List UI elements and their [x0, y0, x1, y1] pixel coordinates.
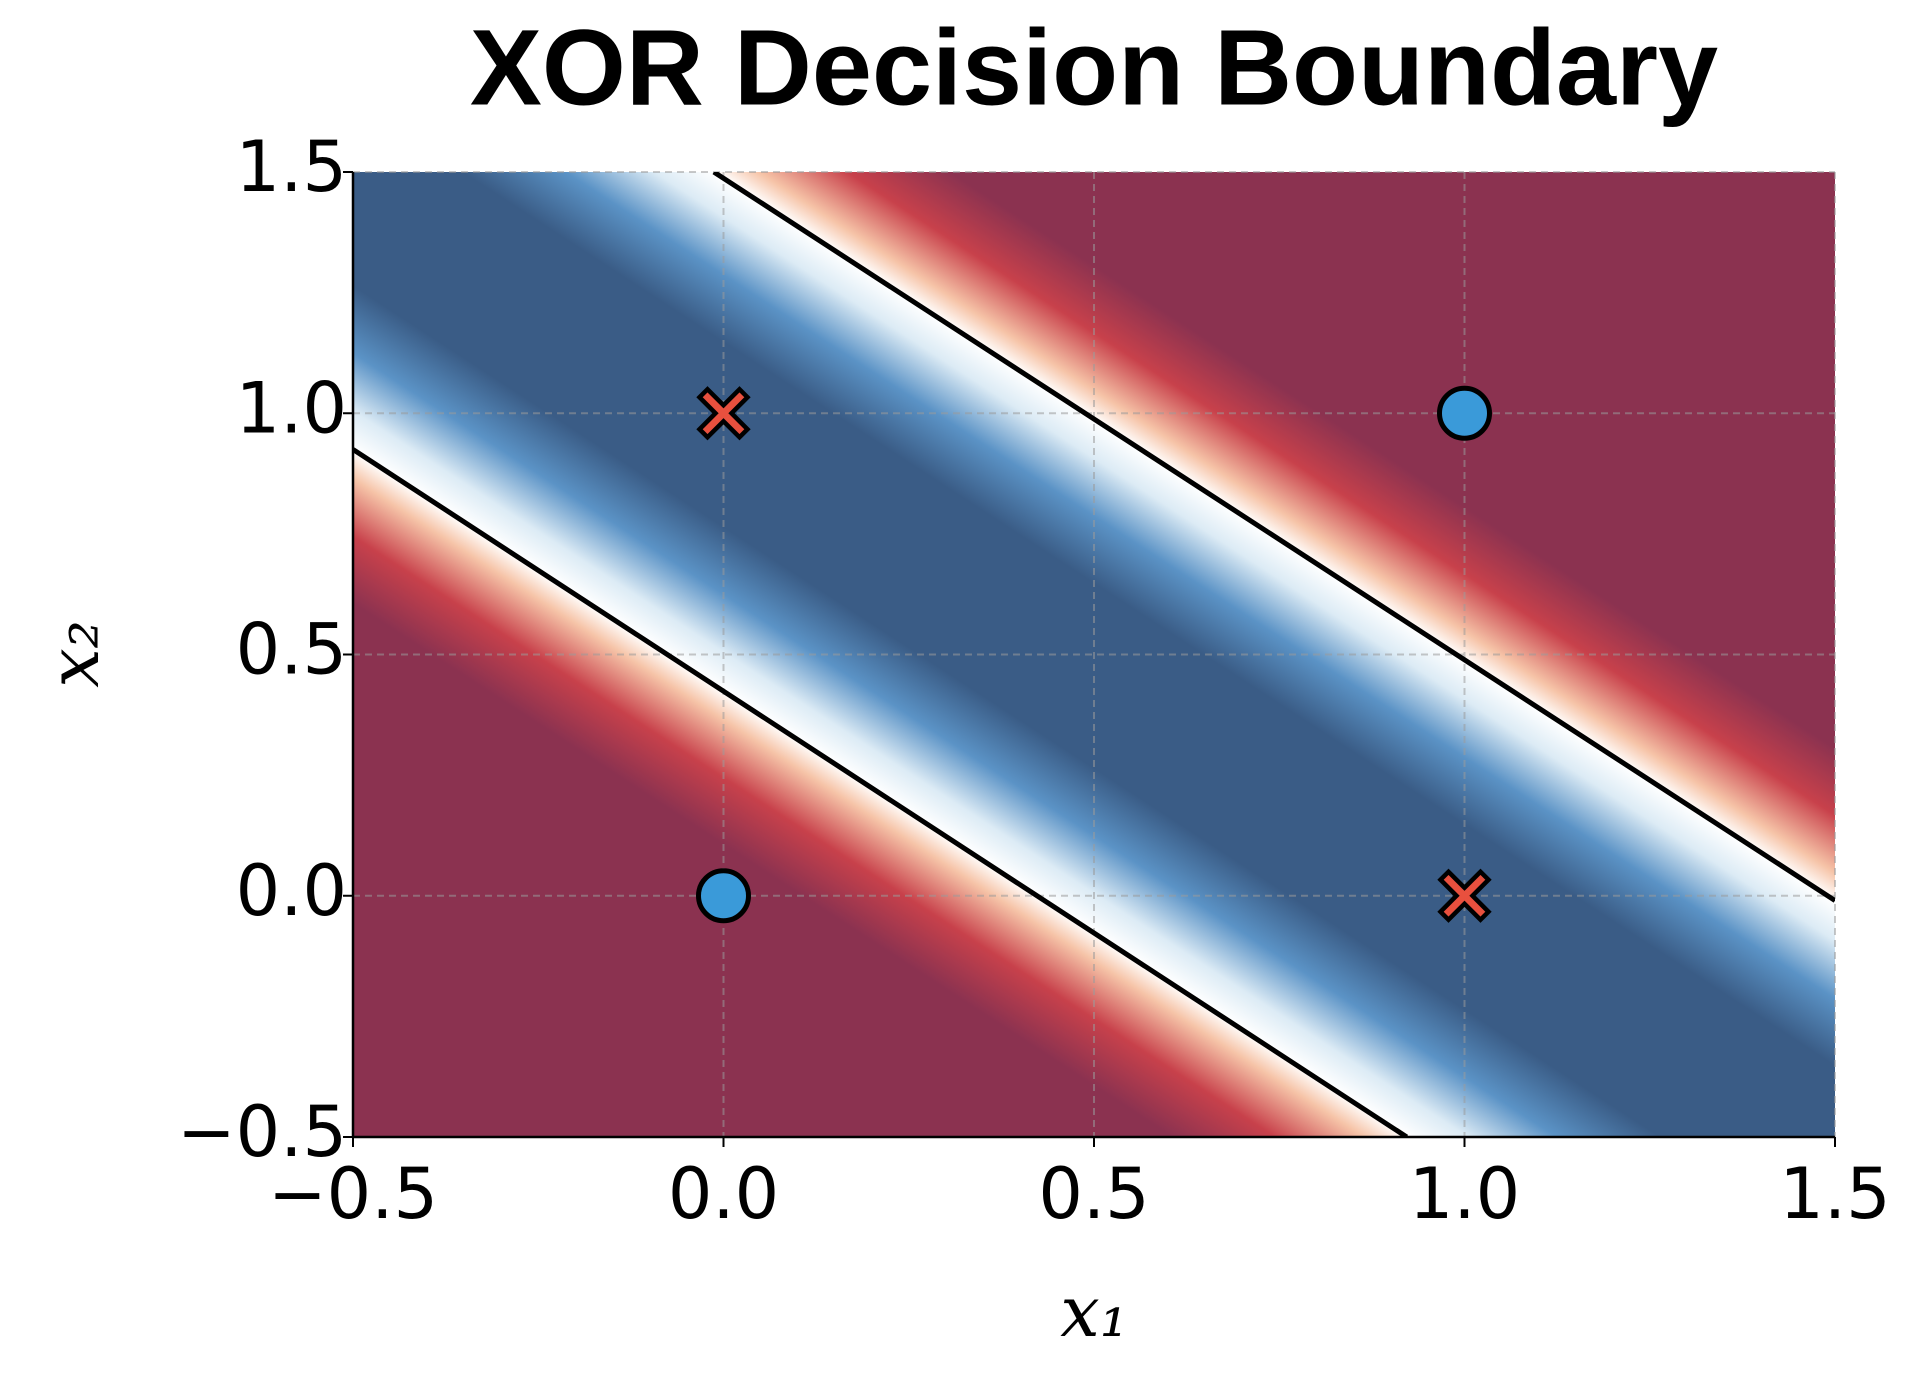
decision-boundary: [712, 172, 1835, 903]
y-tick-label: 1.0: [236, 367, 347, 449]
x-tick-label: 1.5: [1779, 1153, 1890, 1235]
x-tick-label: 1.0: [1409, 1153, 1520, 1235]
data-point: [1437, 385, 1492, 441]
y-axis-label: x₂: [33, 620, 115, 688]
plot-area: [353, 172, 1835, 1137]
y-tick-label: 0.0: [236, 850, 347, 932]
decision-boundary: [353, 447, 1409, 1137]
x-tick-label: 0.0: [668, 1153, 779, 1235]
y-tick-label: 0.5: [236, 609, 347, 691]
x-tick-label: −0.5: [268, 1153, 438, 1235]
y-tick-label: −0.5: [177, 1091, 347, 1173]
chart-title: XOR Decision Boundary: [470, 7, 1718, 128]
x-axis-label: x₁: [1060, 1271, 1128, 1353]
y-tick-label: 1.5: [236, 126, 347, 208]
x-tick-label: 0.5: [1038, 1153, 1149, 1235]
data-point: [696, 386, 751, 441]
data-point: [1437, 868, 1492, 923]
data-point: [696, 868, 751, 924]
